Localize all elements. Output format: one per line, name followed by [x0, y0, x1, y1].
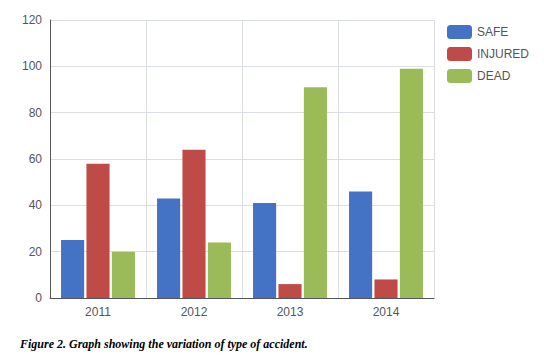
svg-text:120: 120	[22, 13, 42, 27]
svg-text:2013: 2013	[277, 305, 304, 319]
svg-text:SAFE: SAFE	[477, 25, 508, 39]
svg-text:40: 40	[29, 198, 43, 212]
svg-text:0: 0	[35, 291, 42, 305]
svg-text:2012: 2012	[181, 305, 208, 319]
svg-text:60: 60	[29, 152, 43, 166]
svg-text:INJURED: INJURED	[477, 47, 529, 61]
svg-text:DEAD: DEAD	[477, 69, 511, 83]
svg-text:2011: 2011	[85, 305, 111, 319]
svg-text:100: 100	[22, 59, 42, 73]
svg-text:Figure 2. Graph showing the va: Figure 2. Graph showing the variation of…	[19, 337, 308, 351]
svg-text:2014: 2014	[373, 305, 400, 319]
svg-text:80: 80	[29, 106, 43, 120]
svg-text:20: 20	[29, 245, 43, 259]
